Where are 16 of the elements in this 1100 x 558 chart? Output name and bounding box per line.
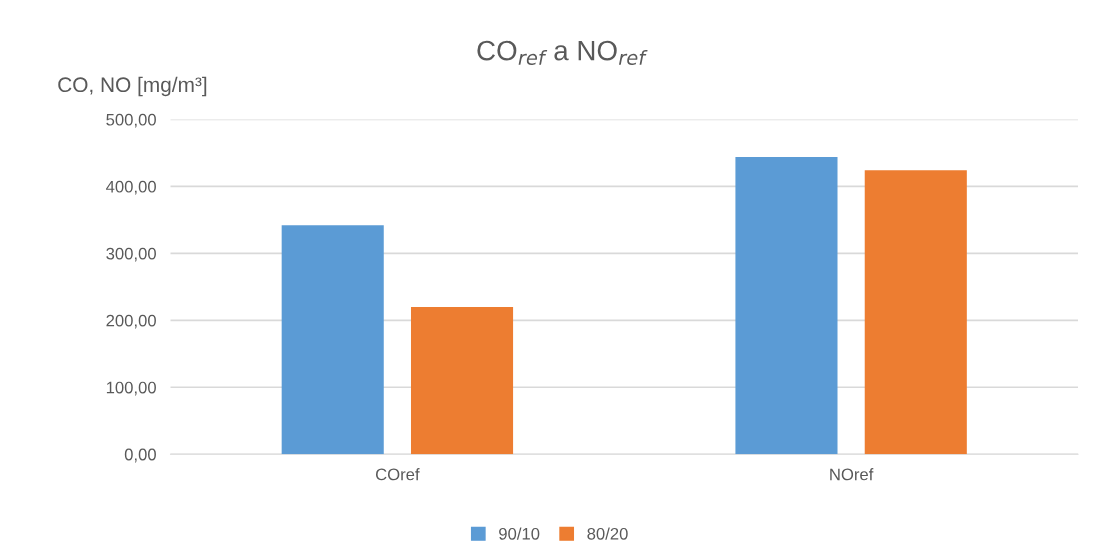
y-tick-label: 0,00: [124, 448, 156, 463]
y-axis-title: CO, NO [mg/m³]: [58, 76, 207, 97]
legend-label: 90/10: [499, 527, 540, 540]
y-tick-label: 300,00: [106, 247, 156, 262]
y-tick-label: 200,00: [106, 314, 156, 329]
y-tick-label: 400,00: [106, 180, 156, 195]
chart-title: CO$_{ref}$ a NO$_{ref}$: [477, 40, 648, 65]
y-tick-label: 100,00: [106, 381, 156, 396]
x-tick-label: COref: [376, 468, 420, 481]
bar: [735, 156, 838, 455]
y-tick-label: 500,00: [106, 113, 156, 128]
legend-label: 80/20: [587, 527, 628, 540]
bar: [410, 306, 514, 455]
bar: [864, 170, 967, 455]
bar: [281, 225, 384, 455]
x-tick-label: NOref: [830, 468, 874, 481]
